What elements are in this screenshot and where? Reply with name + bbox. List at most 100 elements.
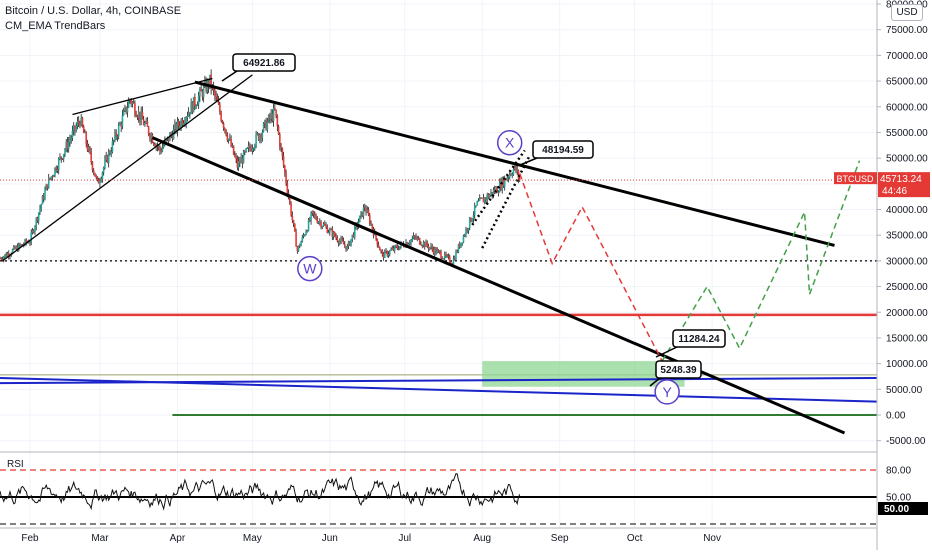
candle-body bbox=[425, 241, 427, 248]
candle-body bbox=[460, 242, 462, 248]
candle-body bbox=[294, 223, 296, 232]
candle-body bbox=[281, 147, 284, 156]
trendline-rising-support bbox=[2, 74, 253, 262]
candle-body bbox=[279, 134, 281, 148]
candle-body bbox=[16, 246, 19, 251]
candle-body bbox=[311, 210, 314, 214]
candle-body bbox=[85, 132, 88, 144]
candle-body bbox=[61, 158, 64, 160]
candle-body bbox=[366, 210, 369, 213]
candle-body bbox=[408, 242, 411, 244]
candle-body bbox=[266, 121, 269, 131]
trendline-top-connector bbox=[72, 77, 213, 116]
candle-body bbox=[6, 253, 9, 257]
candle-body bbox=[290, 203, 292, 216]
x-tick-label: Nov bbox=[703, 533, 721, 544]
candle-body bbox=[492, 189, 495, 196]
candle-body bbox=[27, 242, 30, 244]
candle-body bbox=[0, 258, 1, 260]
countdown-label: 44:46 bbox=[882, 186, 907, 197]
candle-body bbox=[262, 123, 265, 132]
x-tick-label: Sep bbox=[551, 533, 569, 544]
candle-body bbox=[224, 128, 226, 130]
candle-body bbox=[307, 219, 310, 231]
candle-body bbox=[336, 237, 339, 242]
rsi-value-tag bbox=[878, 502, 928, 515]
candle-body bbox=[483, 197, 486, 203]
y-tick-label: 30000.00 bbox=[886, 256, 928, 267]
candle-body bbox=[245, 148, 247, 152]
candle-body bbox=[135, 114, 137, 117]
candle-body bbox=[181, 119, 184, 125]
candle-body bbox=[292, 220, 295, 224]
candle-body bbox=[80, 117, 83, 126]
candle-body bbox=[488, 194, 491, 198]
candle-body bbox=[486, 194, 489, 200]
candle-body bbox=[47, 177, 50, 189]
y-tick-label: 0.00 bbox=[886, 411, 906, 422]
candle-body bbox=[301, 236, 304, 242]
candle-body bbox=[177, 121, 180, 126]
candle-body bbox=[491, 192, 494, 196]
candle-body bbox=[249, 145, 251, 149]
candle-body bbox=[516, 170, 519, 172]
candle-body bbox=[470, 217, 472, 222]
candle-body bbox=[502, 178, 505, 187]
symbol-tag-label: BTCUSD bbox=[836, 174, 874, 184]
candle-body bbox=[310, 213, 312, 221]
candle-body bbox=[182, 123, 185, 125]
callout-box bbox=[655, 360, 702, 379]
candle-body bbox=[297, 245, 300, 251]
candle-body bbox=[176, 121, 179, 132]
candle-body bbox=[42, 196, 45, 200]
candle-body bbox=[457, 244, 460, 253]
callout-label: 11284.24 bbox=[678, 334, 720, 345]
candle-body bbox=[441, 258, 444, 260]
candle-body bbox=[60, 156, 63, 159]
candle-body bbox=[50, 176, 53, 179]
trendline-upper-resistance bbox=[194, 80, 835, 247]
candle-body bbox=[490, 192, 492, 195]
candle-body bbox=[19, 244, 21, 246]
candle-body bbox=[370, 223, 372, 225]
candle-body bbox=[250, 148, 252, 151]
candle-body bbox=[30, 232, 33, 243]
candle-body bbox=[71, 130, 74, 138]
candle-body bbox=[186, 116, 189, 118]
candle-body bbox=[106, 155, 109, 163]
candle-body bbox=[448, 256, 451, 263]
candle-body bbox=[65, 141, 68, 150]
candle-body bbox=[345, 245, 347, 251]
indicator-label: CM_EMA TrendBars bbox=[5, 20, 106, 32]
candle-body bbox=[67, 141, 70, 149]
candle-body bbox=[341, 238, 344, 241]
candle-body bbox=[295, 231, 297, 247]
y-tick-label: 40000.00 bbox=[886, 205, 928, 216]
candle-body bbox=[95, 176, 97, 178]
candle-body bbox=[167, 136, 170, 142]
candle-body bbox=[467, 228, 470, 231]
candle-body bbox=[226, 135, 229, 141]
candle-body bbox=[403, 246, 406, 248]
candle-body bbox=[289, 197, 291, 204]
current-price-label: 45713.24 bbox=[880, 174, 922, 185]
currency-button[interactable]: USD bbox=[891, 4, 923, 21]
candle-body bbox=[116, 136, 119, 138]
candle-body bbox=[229, 138, 231, 140]
candle-body bbox=[94, 172, 96, 177]
candle-body bbox=[334, 232, 336, 237]
candle-body bbox=[14, 246, 16, 249]
callout-box bbox=[232, 53, 296, 72]
candle-body bbox=[327, 232, 330, 234]
candle-body bbox=[246, 147, 249, 149]
candle-body bbox=[339, 241, 341, 244]
candle-body bbox=[240, 158, 242, 164]
candle-body bbox=[119, 123, 121, 126]
candle-body bbox=[510, 174, 512, 176]
candle-body bbox=[319, 221, 321, 223]
candle-body bbox=[242, 151, 245, 164]
y-tick-label: 5000.00 bbox=[886, 385, 923, 396]
candle-body bbox=[312, 210, 315, 215]
